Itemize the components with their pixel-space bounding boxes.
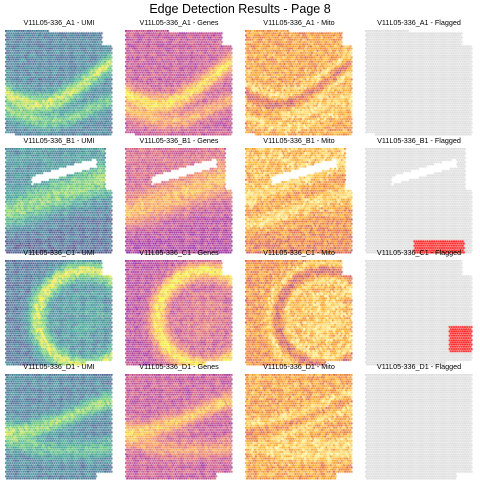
spot-map [125, 30, 233, 136]
panel-d1-umi: V11L05-336_D1 - UMI [0, 362, 118, 480]
spot-map [365, 148, 473, 254]
panel-b1-genes: V11L05-336_B1 - Genes [120, 136, 238, 254]
panel-title: V11L05-336_A1 - Mito [263, 18, 335, 27]
panel-title: V11L05-336_C1 - Genes [139, 248, 219, 257]
spot-map [245, 260, 353, 366]
spot-map [5, 148, 113, 254]
panel-title: V11L05-336_B1 - Mito [263, 136, 335, 145]
panel-title: V11L05-336_D1 - Flagged [376, 362, 462, 371]
spot-map [365, 260, 473, 366]
spot-map [245, 148, 353, 254]
panel-a1-mito: V11L05-336_A1 - Mito [240, 18, 358, 136]
panel-title: V11L05-336_B1 - Genes [139, 136, 219, 145]
panel-a1-flagged: V11L05-336_A1 - Flagged [360, 18, 478, 136]
panel-title: V11L05-336_C1 - Mito [263, 248, 335, 257]
panel-title: V11L05-336_C1 - Flagged [376, 248, 462, 257]
panel-title: V11L05-336_D1 - Mito [263, 362, 335, 371]
spot-map [365, 374, 473, 480]
panel-title: V11L05-336_A1 - UMI [23, 18, 95, 27]
panel-d1-mito: V11L05-336_D1 - Mito [240, 362, 358, 480]
spot-map [245, 30, 353, 136]
spot-map [5, 30, 113, 136]
spot-map [245, 374, 353, 480]
panel-c1-umi: V11L05-336_C1 - UMI [0, 248, 118, 366]
spot-map [5, 260, 113, 366]
spot-map [125, 374, 233, 480]
panel-a1-genes: V11L05-336_A1 - Genes [120, 18, 238, 136]
panel-title: V11L05-336_C1 - UMI [23, 248, 95, 257]
panel-b1-umi: V11L05-336_B1 - UMI [0, 136, 118, 254]
panel-b1-flagged: V11L05-336_B1 - Flagged [360, 136, 478, 254]
panel-title: V11L05-336_D1 - Genes [139, 362, 219, 371]
panel-c1-mito: V11L05-336_C1 - Mito [240, 248, 358, 366]
panel-title: V11L05-336_B1 - UMI [23, 136, 95, 145]
panel-title: V11L05-336_A1 - Flagged [377, 18, 461, 27]
spot-map [125, 148, 233, 254]
page-title: Edge Detection Results - Page 8 [149, 2, 331, 16]
spot-map [125, 260, 233, 366]
panel-b1-mito: V11L05-336_B1 - Mito [240, 136, 358, 254]
panel-c1-flagged: V11L05-336_C1 - Flagged [360, 248, 478, 366]
panel-title: V11L05-336_D1 - UMI [23, 362, 95, 371]
panel-a1-umi: V11L05-336_A1 - UMI [0, 18, 118, 136]
panel-title: V11L05-336_B1 - Flagged [377, 136, 461, 145]
panel-c1-genes: V11L05-336_C1 - Genes [120, 248, 238, 366]
panel-d1-genes: V11L05-336_D1 - Genes [120, 362, 238, 480]
panel-d1-flagged: V11L05-336_D1 - Flagged [360, 362, 478, 480]
panel-title: V11L05-336_A1 - Genes [139, 18, 219, 27]
spot-map [365, 30, 473, 136]
spot-map [5, 374, 113, 480]
